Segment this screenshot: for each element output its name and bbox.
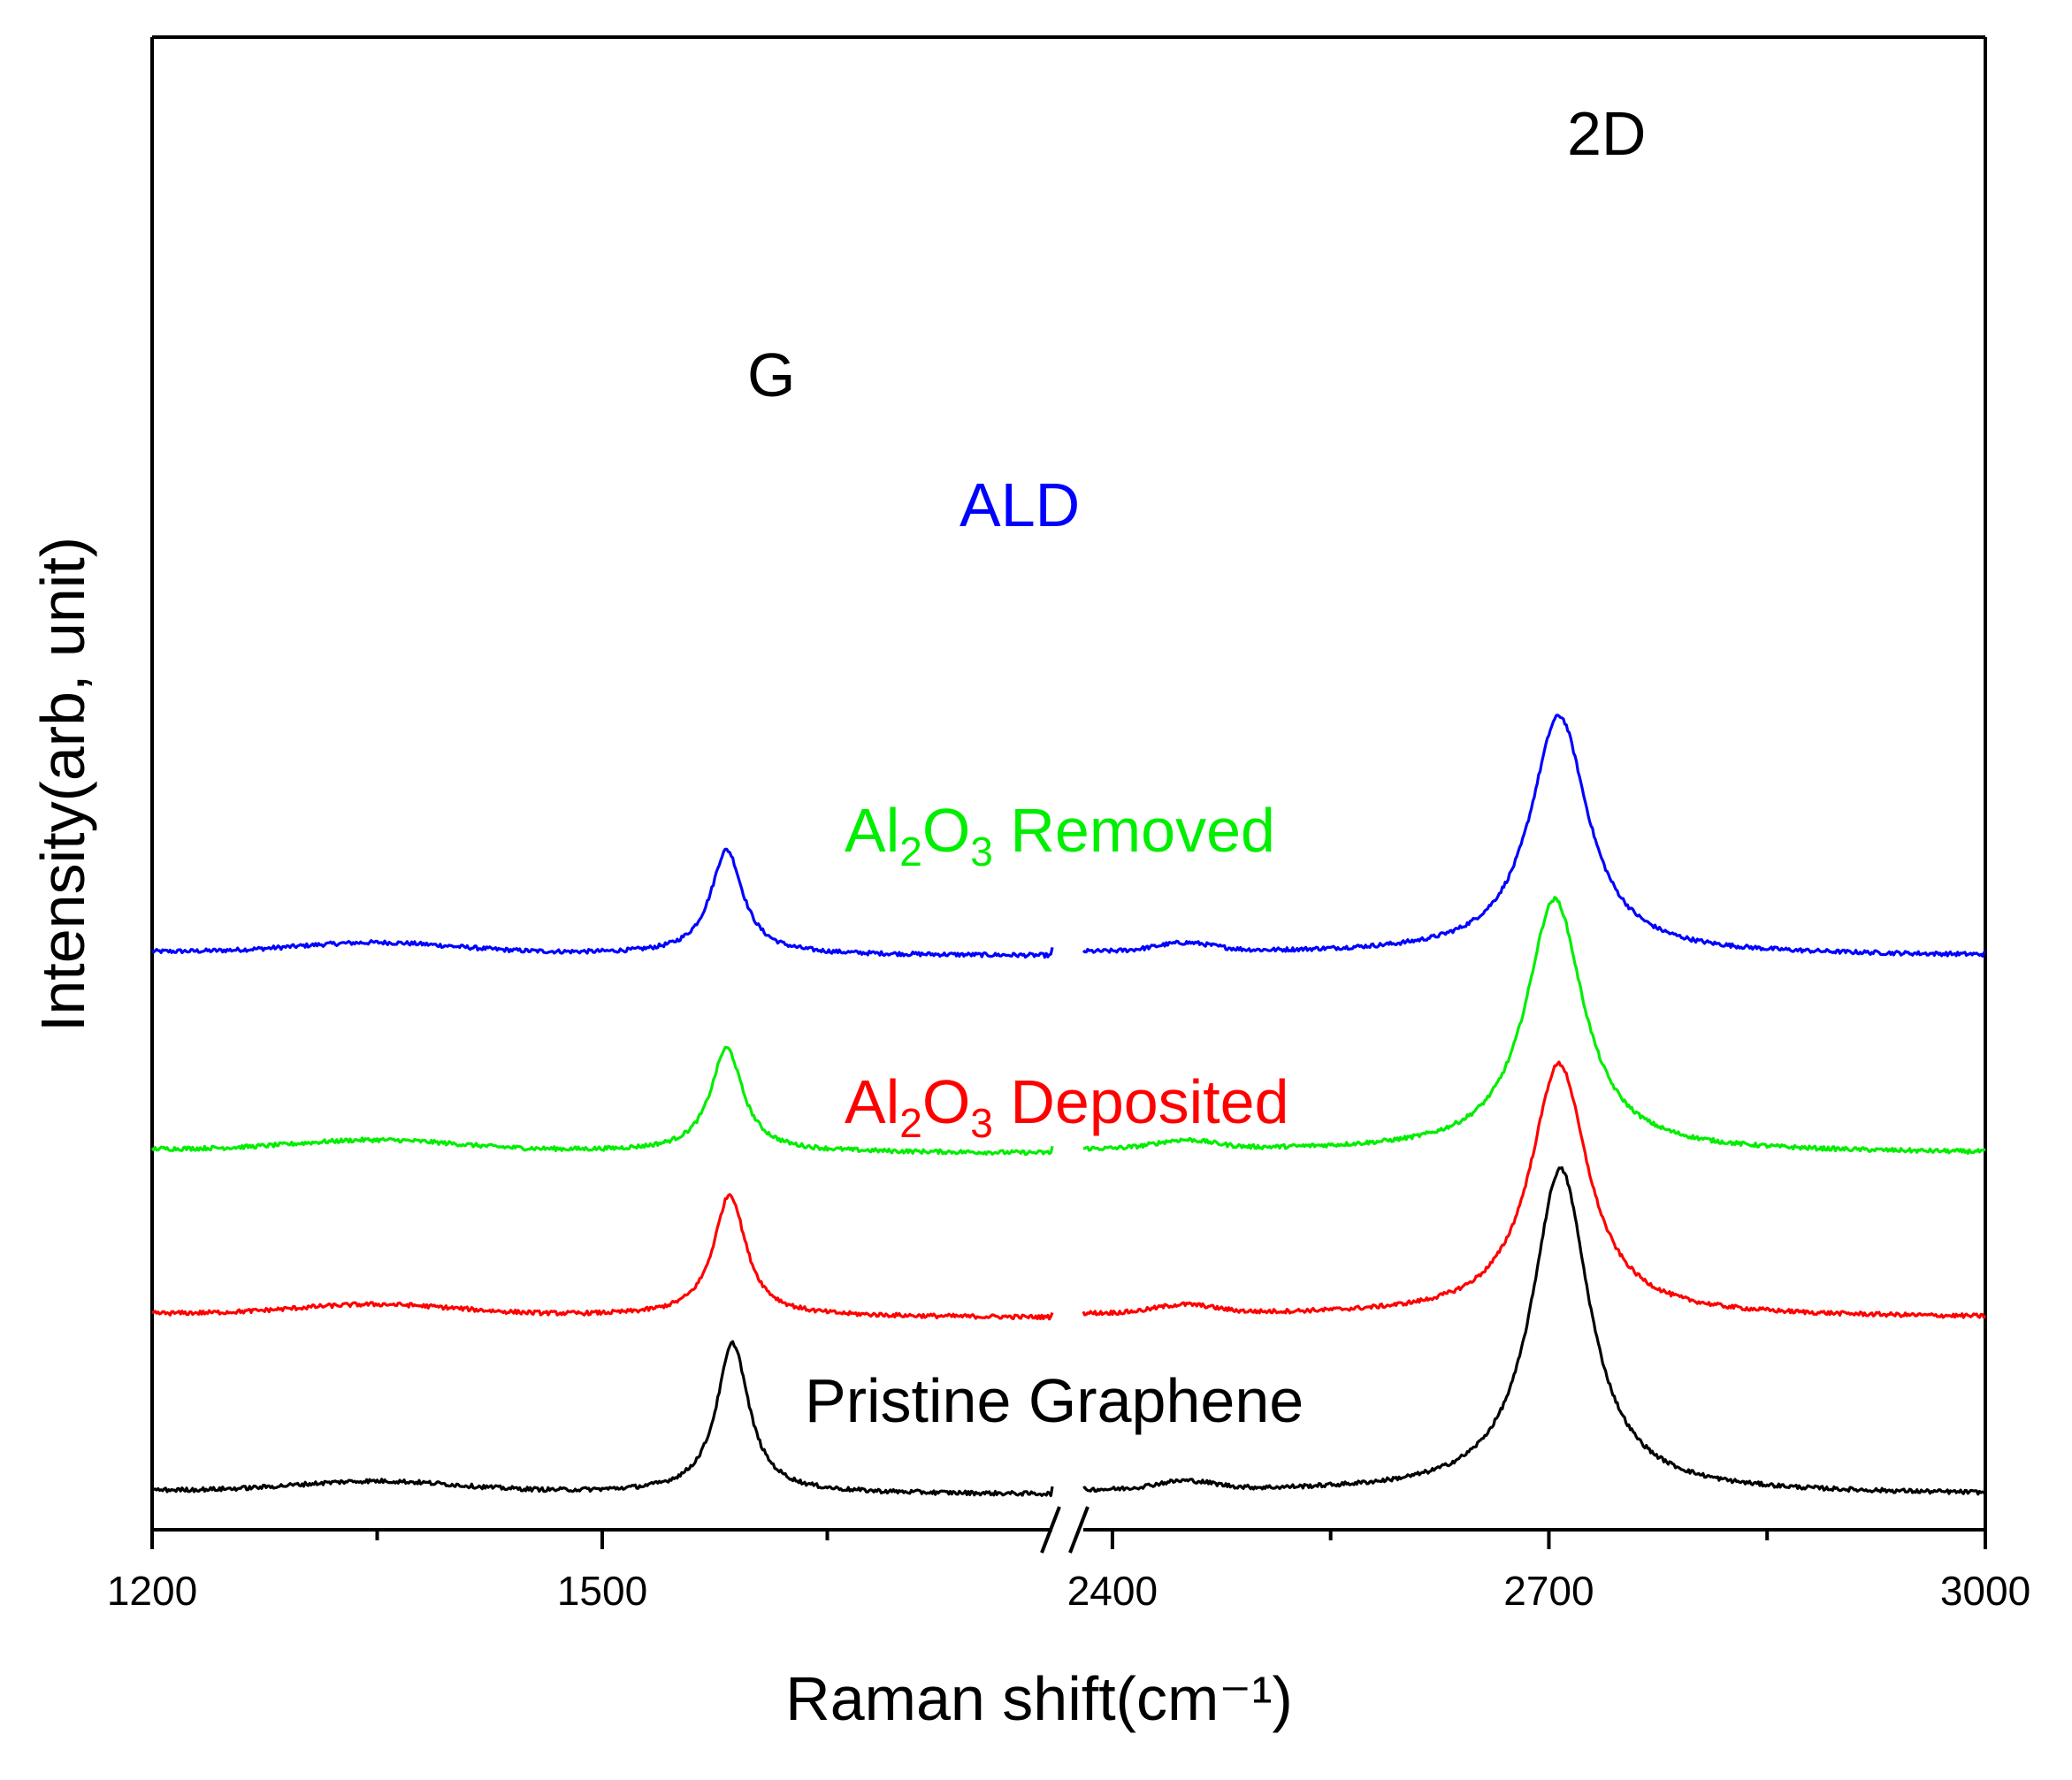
series-line-3-segment-0 [150, 1340, 1054, 1498]
x-tick-label: 2400 [1067, 1568, 1158, 1614]
y-axis-title: Intensity(arb, unit) [28, 537, 97, 1032]
series-label-2: Al2O3 Deposited [845, 1067, 1289, 1146]
ticks-layer: 1200 1500 2400 2700 3000 [107, 1530, 2030, 1614]
series-label-subscript: 3 [970, 1100, 993, 1146]
series-label-text: O [922, 796, 970, 865]
series-line-0-segment-1 [1082, 714, 1986, 958]
series-line-2-segment-1 [1082, 1060, 1987, 1319]
series-label-text: ALD [960, 470, 1080, 539]
series-line-2-segment-0 [151, 1193, 1054, 1321]
series-line-0-segment-0 [150, 847, 1054, 959]
x-tick-label: 1200 [107, 1568, 197, 1614]
series-label-subscript: 3 [970, 829, 993, 875]
peak-label-2D: 2D [1567, 99, 1646, 168]
plot-frame [150, 35, 1987, 1554]
peak-label-G: G [747, 340, 795, 409]
series-label-3: Pristine Graphene [805, 1366, 1304, 1435]
series-label-text: Al [845, 1067, 899, 1136]
series-layer [150, 714, 1987, 1498]
x-tick-label: 1500 [557, 1568, 647, 1614]
series-label-text: Removed [993, 796, 1275, 865]
series-label-text: Al [845, 796, 899, 865]
series-label-text: Deposited [993, 1067, 1289, 1136]
x-tick-label: 3000 [1940, 1568, 2030, 1614]
series-label-0: ALD [960, 470, 1080, 539]
x-tick-label: 2700 [1503, 1568, 1594, 1614]
series-label-1: Al2O3 Removed [845, 796, 1275, 875]
series-line-3-segment-1 [1082, 1165, 1987, 1496]
series-label-subscript: 2 [899, 1100, 922, 1146]
series-label-text: O [922, 1067, 970, 1136]
series-label-text: Pristine Graphene [805, 1366, 1304, 1435]
series-line-1-segment-1 [1082, 896, 1986, 1155]
axis-break-mark-left [1040, 1506, 1061, 1554]
axis-break-mark-right [1068, 1506, 1090, 1554]
x-axis-title: Raman shift(cm⁻¹) [785, 1664, 1293, 1733]
series-line-1-segment-0 [150, 1045, 1054, 1157]
series-label-subscript: 2 [899, 829, 922, 875]
